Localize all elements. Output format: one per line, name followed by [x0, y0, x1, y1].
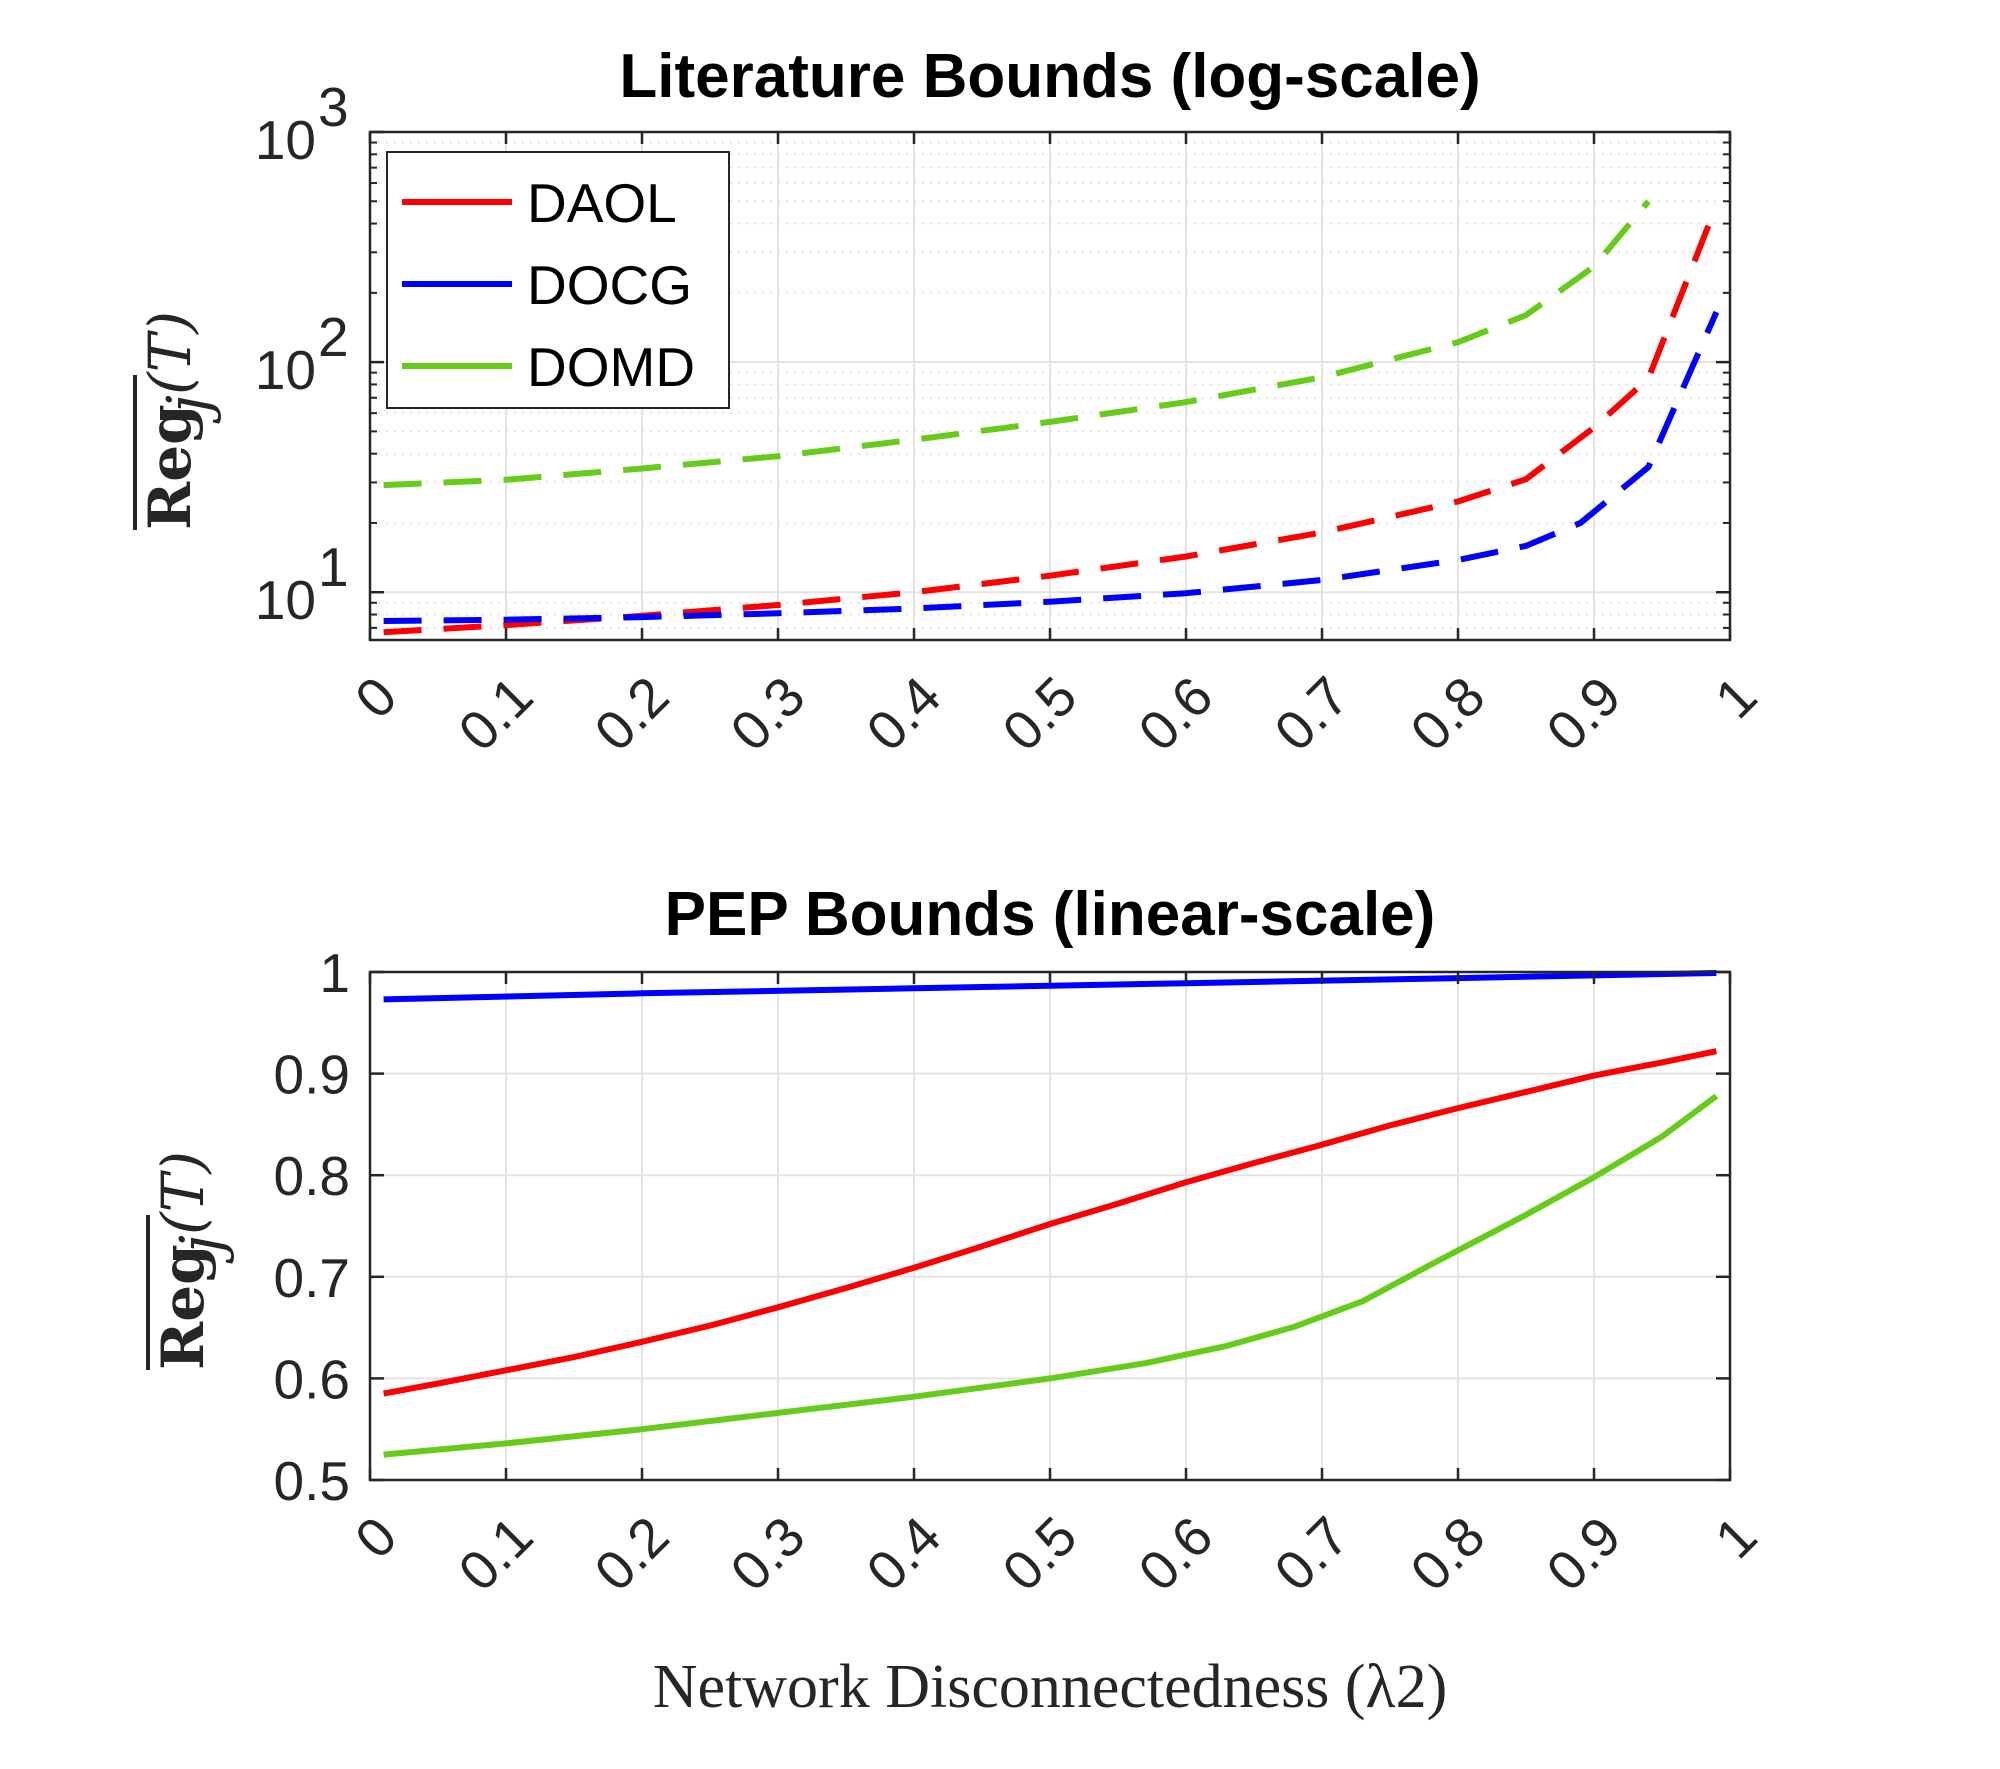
x-axis-label: Network Disconnectedness (λ2) [653, 1653, 1448, 1721]
svg-text:Reg: Reg [136, 404, 204, 530]
x-tick-label: 1 [1703, 665, 1768, 730]
x-tick-label: 0.9 [1535, 1505, 1633, 1603]
x-tick-label: 0.6 [1127, 1505, 1225, 1603]
y-tick-exponent: 2 [318, 306, 349, 368]
legend: DAOL DOCG DOMD [386, 151, 730, 409]
series-line-docg [383, 310, 1720, 624]
x-tick-label: 0 [343, 665, 408, 730]
x-tick-label: 0.6 [1127, 665, 1225, 763]
x-tick-label: 0.7 [1263, 1505, 1361, 1603]
x-tick-label: 0 [343, 1505, 408, 1570]
x-tick-label: 1 [1703, 1505, 1768, 1570]
series-line-domd [383, 199, 1651, 489]
y-tick-label: 10 [255, 339, 316, 401]
y-tick-label: 10 [255, 109, 316, 171]
svg-text:Reg: Reg [149, 1244, 217, 1370]
y-tick-label: 0.9 [274, 1044, 350, 1106]
x-tick-label: 0.3 [719, 1505, 817, 1603]
x-tick-label: 0.8 [1399, 1505, 1497, 1603]
y-tick-exponent: 1 [318, 536, 349, 598]
y-tick-label: 0.7 [274, 1247, 350, 1309]
x-tick-label: 0.3 [719, 665, 817, 763]
y-tick-label: 1 [319, 942, 350, 1004]
legend-label-docg: DOCG [527, 254, 692, 316]
x-tick-label: 0.7 [1263, 665, 1361, 763]
y-tick-label: 0.8 [274, 1145, 350, 1207]
x-tick-label: 0.2 [583, 1505, 681, 1603]
svg-text:(T): (T) [149, 1151, 217, 1235]
x-tick-label: 0.9 [1535, 665, 1633, 763]
x-tick-label: 0.5 [991, 1505, 1089, 1603]
top-chart-title: Literature Bounds (log-scale) [619, 42, 1480, 111]
x-tick-label: 0.8 [1399, 665, 1497, 763]
y-tick-label: 0.5 [274, 1450, 350, 1512]
series-line-daol [383, 1048, 1718, 1397]
y-tick-label: 10 [255, 569, 316, 631]
x-tick-label: 0.1 [447, 1505, 545, 1603]
legend-label-domd: DOMD [527, 336, 695, 398]
legend-label-daol: DAOL [527, 172, 677, 234]
bottom-y-axis-label: Reg j (T) [146, 1151, 235, 1370]
bottom-chart-title: PEP Bounds (linear-scale) [665, 880, 1436, 949]
series-line-domd [383, 1093, 1719, 1458]
x-tick-label: 0.4 [855, 665, 953, 763]
top-y-axis-label: Reg j (T) [133, 311, 222, 530]
x-tick-label: 0.1 [447, 665, 545, 763]
svg-text:(T): (T) [136, 311, 204, 395]
y-tick-label: 0.6 [274, 1348, 350, 1410]
x-tick-label: 0.5 [991, 665, 1089, 763]
series-line-docg [383, 970, 1717, 1003]
x-tick-label: 0.2 [583, 665, 681, 763]
x-tick-label: 0.4 [855, 1505, 953, 1603]
y-tick-exponent: 3 [318, 76, 349, 138]
